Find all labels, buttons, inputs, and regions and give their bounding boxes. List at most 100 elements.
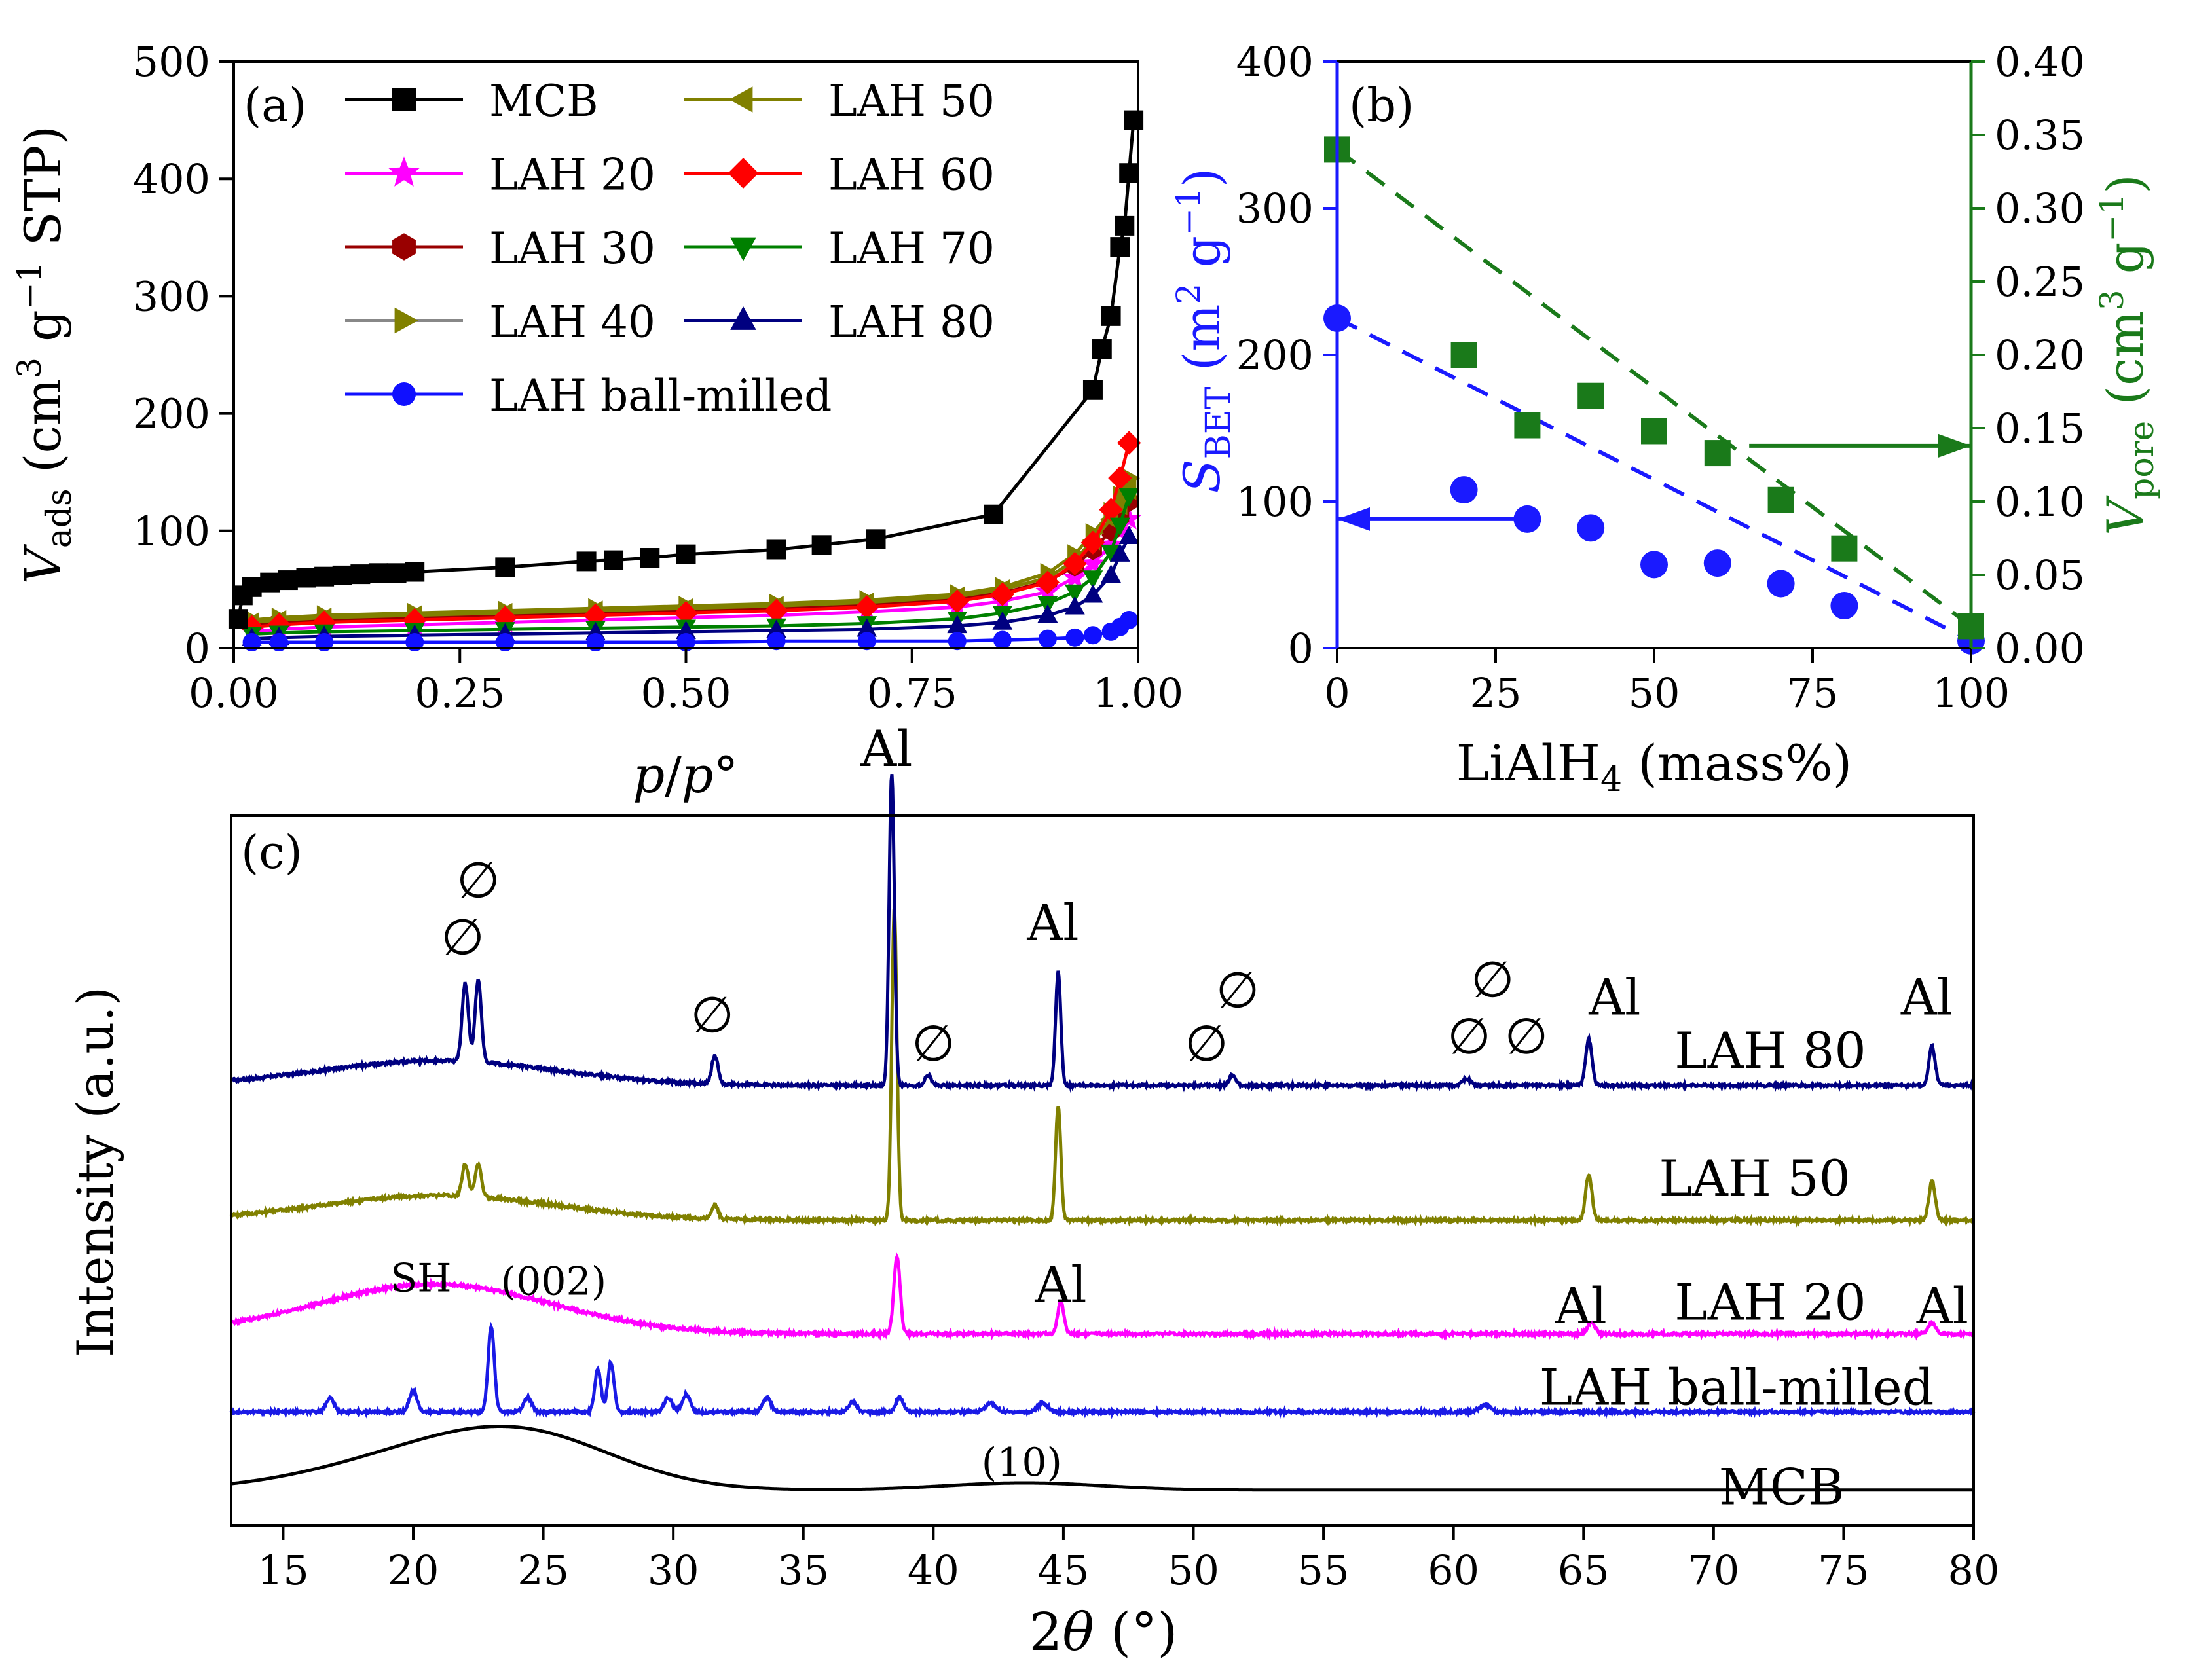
point-lah-70 — [1082, 570, 1103, 589]
point-mcb — [766, 539, 786, 560]
y-right-tick-label: 0.10 — [1995, 478, 2085, 526]
panel-b-ylabel-right-sub: pore — [2122, 421, 2162, 500]
panel-b-ticks: 0 25 50 75 100 0 100 200 300 400 0.00 0.05 0.10 0.15 0… — [1236, 38, 2085, 717]
point-lah-ball-milled — [767, 632, 786, 651]
legend-marker-lah-50 — [729, 86, 753, 113]
point-v-pore — [1514, 412, 1541, 439]
point-mcb — [604, 550, 624, 570]
legend-label-lah-60: LAH 60 — [828, 150, 995, 200]
x-tick-label: 45 — [1037, 1546, 1089, 1594]
point-mcb — [1119, 163, 1139, 183]
y-right-tick-label: 0.25 — [1995, 258, 2085, 306]
point-lah-80 — [1109, 543, 1130, 562]
point-lah-70 — [1064, 584, 1085, 603]
phase-marker: ∅ — [456, 851, 500, 909]
panel-a-xlabel-p: p — [633, 746, 665, 804]
panel-c-xlabel: 2θ (°) — [1029, 1601, 1178, 1662]
al-peak-label: Al — [1588, 968, 1640, 1027]
panel-a-ylabel-unit-open: (cm — [14, 378, 72, 488]
xrd-pattern-lah-20 — [231, 1252, 1975, 1342]
point-lah-80 — [1118, 525, 1139, 544]
legend-marker-lah-80 — [730, 306, 756, 330]
panel-b-ylabel-left-sup2: −1 — [1170, 187, 1208, 236]
point-mcb — [368, 563, 388, 583]
point-lah-80 — [947, 615, 968, 634]
x-tick-label: 1.00 — [1093, 669, 1183, 717]
point-lah-70 — [1118, 488, 1139, 507]
panel-b-ylabel-right-unit-close: ) — [2096, 174, 2154, 194]
point-v-pore — [1577, 382, 1604, 409]
x-tick-label: 75 — [1787, 669, 1839, 717]
panel-b-ylabel-left-main: S — [1173, 459, 1231, 493]
point-v-pore — [1831, 535, 1858, 562]
point-lah-80 — [1037, 604, 1058, 623]
point-mcb — [242, 577, 262, 597]
panel-b-ylabel-right-main: V — [2096, 495, 2154, 536]
al-peak-label: Al — [1034, 1256, 1086, 1314]
legend-label-lah-70: LAH 70 — [828, 223, 995, 274]
point-mcb — [676, 544, 696, 564]
x-tick-label: 55 — [1298, 1546, 1350, 1594]
legend-label-lah-40: LAH 40 — [489, 297, 655, 348]
phase-marker: ∅ — [1185, 1014, 1228, 1072]
legend-marker-lah-20 — [388, 156, 420, 187]
point-lah-60 — [493, 606, 517, 630]
al-peak-label: Al — [1900, 968, 1953, 1027]
point-lah-80 — [676, 621, 696, 640]
point-s-bet — [1703, 549, 1731, 577]
point-lah-80 — [1101, 564, 1121, 583]
panel-b-xlabel-rest: (mass%) — [1622, 734, 1852, 792]
point-mcb — [640, 548, 660, 568]
panel-a-ylabel-unit-close: STP) — [14, 126, 72, 262]
y-tick-label: 0 — [185, 625, 210, 672]
y-left-tick-label: 200 — [1236, 331, 1314, 379]
xrd-pattern-lah-ball-milled — [229, 1321, 1976, 1419]
y-tick-label: 100 — [133, 507, 210, 555]
point-lah-70 — [1109, 517, 1130, 536]
panel-a-ylabel-sup2: −1 — [10, 262, 48, 310]
point-s-bet — [1767, 570, 1795, 598]
phase-marker: ∅ — [691, 986, 734, 1044]
x-tick-label: 0.25 — [415, 669, 505, 717]
panel-b-ylabel-left-unit-open: (m — [1173, 304, 1231, 387]
panel-a-ylabel-mid: g — [14, 310, 72, 357]
trend-line-right — [1336, 148, 1972, 628]
point-mcb — [278, 570, 298, 591]
legend-marker-lah-30 — [392, 233, 416, 261]
y-left-tick-label: 100 — [1236, 478, 1314, 526]
pattern-label: SH — [390, 1255, 451, 1301]
point-lah-60 — [945, 589, 969, 613]
point-lah-20 — [1080, 551, 1105, 574]
arrow-head-right — [1938, 433, 1971, 458]
point-mcb — [1124, 110, 1144, 130]
al-peak-label: Al — [1916, 1277, 1968, 1335]
point-lah-ball-milled — [948, 632, 967, 651]
x-tick-label: 50 — [1629, 669, 1680, 717]
panel-c-series-group — [229, 774, 1976, 1492]
point-lah-ball-milled — [1120, 610, 1139, 629]
panel-a-ylabel-main: V — [14, 543, 72, 584]
point-mcb — [576, 551, 597, 572]
x-tick-label: 25 — [517, 1546, 569, 1594]
point-mcb — [984, 504, 1004, 524]
point-mcb — [1110, 237, 1130, 257]
y-right-tick-label: 0.35 — [1995, 111, 2085, 159]
panel-c-axes-frame — [230, 814, 1975, 1527]
x-tick-label: 100 — [1932, 669, 2010, 717]
x-tick-label: 0.00 — [189, 669, 279, 717]
panel-c-ylabel: Intensity (a.u.) — [66, 987, 124, 1357]
panel-a-xlabel-p0: p° — [682, 746, 739, 804]
y-tick-label: 200 — [133, 390, 210, 438]
point-lah-ball-milled — [993, 630, 1012, 649]
point-lah-ball-milled — [1083, 626, 1102, 645]
trend-line-left — [1336, 316, 1972, 643]
panel-b-series-group — [1323, 136, 1985, 655]
legend-marker-lah-60 — [728, 158, 759, 189]
panel-b-xlabel: LiAlH4 (mass%) — [1456, 734, 1852, 799]
x-tick-label: 65 — [1558, 1546, 1610, 1594]
panel-c-xlabel-main: 2 — [1029, 1601, 1063, 1662]
legend-label-lah-20: LAH 20 — [489, 150, 655, 200]
point-mcb — [1092, 339, 1112, 359]
panel-b-label: (b) — [1349, 79, 1414, 132]
